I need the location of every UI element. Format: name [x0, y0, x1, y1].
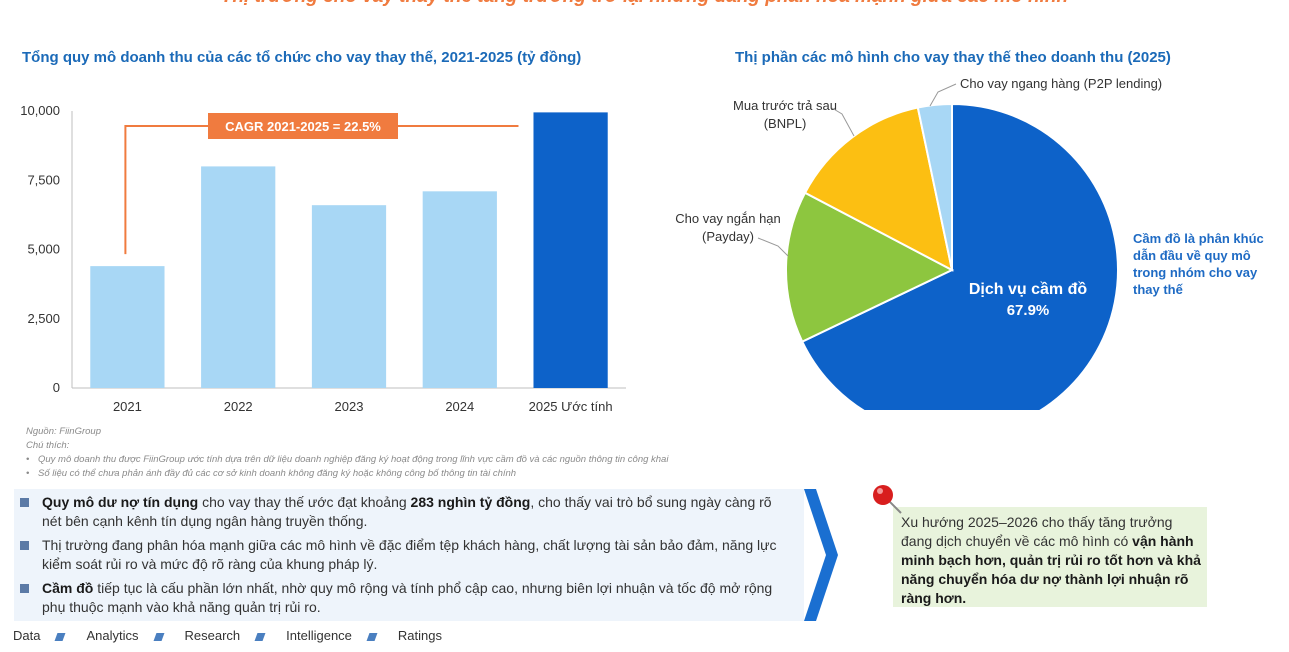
footer-item-analytics: Analytics	[86, 628, 139, 643]
bar	[311, 205, 387, 388]
pie-chart-title: Thị phần các mô hình cho vay thay thế th…	[735, 49, 1171, 66]
summary-bold: Cầm đồ	[42, 580, 94, 596]
x-tick-label: 2024	[445, 399, 474, 414]
summary-item: Cầm đồ tiếp tục là cấu phần lớn nhất, nh…	[20, 579, 780, 617]
pie-label-payday-line2: (Payday)	[702, 229, 754, 244]
page-headline: Thị trường cho vay thay thế tăng trưởng …	[0, 0, 1289, 8]
pie-slice	[916, 102, 953, 271]
summary-bold: 283 nghìn tỷ đồng	[410, 494, 531, 510]
leader-line-bnpl	[831, 107, 855, 137]
x-tick-label: 2022	[224, 399, 253, 414]
summary-bold: Quy mô dư nợ tín dụng	[42, 494, 199, 510]
bullet-square-icon	[20, 498, 29, 507]
pie-chart: Cho vay ngang hàng (P2P lending) Mua trư…	[675, 76, 1162, 410]
bar	[90, 266, 165, 388]
bullet-square-icon	[20, 541, 29, 550]
pie-main-value: 67.9%	[1007, 302, 1050, 319]
pie-label-p2p: Cho vay ngang hàng (P2P lending)	[960, 76, 1162, 91]
summary-text: cho vay thay thế ước đạt khoảng	[198, 494, 411, 510]
bar-chart: 0 2,500 5,000 7,500 10,000 2021 2022 2023 2024 20…	[20, 103, 626, 414]
callout-box: Xu hướng 2025–2026 cho thấy tăng trưởng …	[893, 507, 1207, 607]
summary-text: tiếp tục là cấu phần lớn nhất, nhờ quy m…	[42, 580, 773, 615]
y-tick-label: 5,000	[27, 242, 60, 257]
leader-line-p2p	[929, 83, 957, 107]
pie-slice	[785, 191, 955, 343]
x-tick-label: 2025 Ước tính	[529, 399, 613, 414]
summary-text: Thị trường đang phân hóa mạnh giữa các m…	[42, 537, 777, 572]
pie-main-label: Dịch vụ cầm đồ	[969, 281, 1087, 298]
notes-source: Nguồn: FiinGroup	[26, 426, 101, 437]
pie-slice	[800, 102, 1119, 410]
chart-notes: Nguồn: FiinGroup Chú thích: Quy mô doanh…	[26, 425, 668, 481]
bar	[422, 191, 497, 388]
pie-label-bnpl-line2: (BNPL)	[764, 116, 807, 131]
leader-line-payday	[757, 237, 789, 257]
y-tick-label: 7,500	[27, 172, 60, 187]
cagr-label-box	[208, 113, 398, 139]
pie-label-bnpl-line1: Mua trước trả sau	[733, 98, 837, 113]
summary-text: , cho thấy vai trò bổ sung ngày càng rõ …	[42, 494, 772, 529]
pushpin-icon	[873, 485, 902, 514]
footer-separator-icon	[55, 632, 66, 641]
footer-item-data: Data	[13, 628, 41, 643]
pie-annotation: Cầm đồ là phân khúc dẫn đầu về quy mô tr…	[1133, 231, 1264, 297]
footer-nav: Data Analytics Research Intelligence Ratings	[13, 628, 442, 643]
callout-bold: vận hành minh bạch hơn, quản trị rủi ro …	[901, 533, 1201, 606]
y-tick-label: 0	[53, 380, 60, 395]
footer-separator-icon	[366, 632, 378, 641]
summary-item: Thị trường đang phân hóa mạnh giữa các m…	[20, 536, 780, 574]
footer-item-ratings: Ratings	[397, 628, 442, 643]
pie-label-payday-line1: Cho vay ngắn hạn	[675, 211, 781, 226]
notes-item: Quy mô doanh thu được FiinGroup ước tính…	[26, 453, 668, 467]
footer-item-research: Research	[184, 628, 241, 643]
summary-box: Quy mô dư nợ tín dụng cho vay thay thế ư…	[14, 489, 804, 621]
x-tick-label: 2023	[335, 399, 364, 414]
cagr-label: CAGR 2021-2025 = 22.5%	[225, 119, 381, 134]
bar	[533, 112, 608, 388]
notes-item: Số liệu có thể chưa phản ánh đầy đủ các …	[26, 467, 668, 481]
y-tick-label: 10,000	[20, 103, 60, 118]
pie-slice	[803, 106, 954, 272]
y-tick-label: 2,500	[27, 311, 60, 326]
chevron-right-icon	[804, 489, 838, 621]
summary-item: Quy mô dư nợ tín dụng cho vay thay thế ư…	[20, 493, 780, 531]
x-tick-label: 2021	[113, 399, 142, 414]
bar	[201, 166, 276, 388]
bar-chart-title: Tổng quy mô doanh thu của các tổ chức ch…	[22, 49, 582, 66]
footer-item-intelligence: Intelligence	[286, 628, 352, 643]
notes-caption: Chú thích:	[26, 440, 70, 451]
footer-separator-icon	[254, 632, 266, 641]
bullet-square-icon	[20, 584, 29, 593]
footer-separator-icon	[153, 632, 164, 641]
callout-text: Xu hướng 2025–2026 cho thấy tăng trưởng …	[901, 514, 1173, 549]
